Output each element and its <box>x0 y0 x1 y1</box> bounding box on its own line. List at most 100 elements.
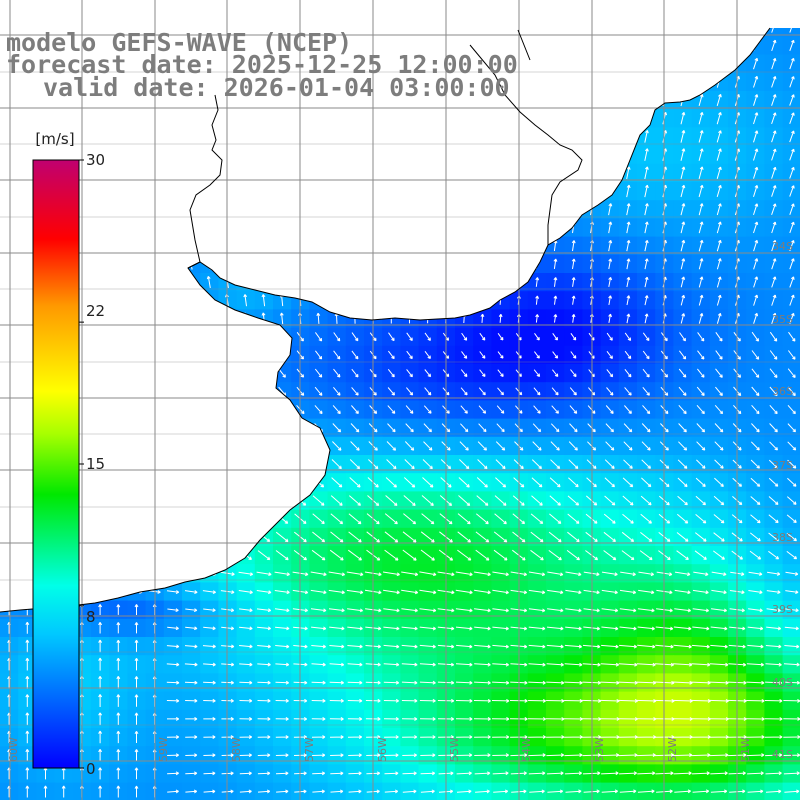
wind-arrow <box>568 441 578 451</box>
wind-arrow <box>768 532 779 542</box>
wind-arrow <box>692 626 710 631</box>
wind-arrow <box>677 495 688 506</box>
wind-arrow <box>698 203 704 216</box>
wind-arrow <box>710 644 728 649</box>
wind-arrow <box>315 350 323 360</box>
wind-arrow <box>600 680 620 685</box>
wind-arrow <box>473 698 491 703</box>
wind-arrow <box>492 680 510 685</box>
wind-arrow <box>203 608 216 613</box>
wind-arrow <box>116 694 121 707</box>
wind-arrow <box>783 662 800 667</box>
wind-arrow <box>783 680 800 685</box>
wind-arrow <box>608 258 613 270</box>
wind-arrow <box>750 459 760 469</box>
wind-arrow <box>274 590 290 595</box>
wind-arrow <box>474 608 491 613</box>
wind-arrow <box>419 644 436 649</box>
wind-arrow <box>420 771 436 776</box>
wind-arrow <box>401 680 418 685</box>
wind-arrow <box>678 404 687 415</box>
wind-arrow <box>347 626 363 631</box>
wind-arrow <box>166 590 180 594</box>
wind-arrow <box>275 680 289 685</box>
wind-arrow <box>134 622 139 634</box>
wind-arrow <box>789 39 795 51</box>
wind-arrow <box>457 531 471 543</box>
wind-arrow <box>638 571 655 577</box>
wind-arrow <box>551 405 559 414</box>
wind-arrow <box>351 332 359 342</box>
wind-arrow <box>424 351 431 359</box>
wind-arrow <box>753 294 759 306</box>
wind-arrow <box>550 459 561 469</box>
wind-arrow <box>552 351 559 359</box>
wind-arrow <box>765 753 783 758</box>
wind-arrow <box>457 513 471 525</box>
wind-arrow <box>768 477 779 487</box>
wind-arrow <box>564 698 583 703</box>
lat-label-35s: 35S <box>772 313 793 326</box>
colorbar-tick-30: 30 <box>86 151 106 169</box>
wind-arrow <box>680 166 686 180</box>
wind-arrow <box>423 441 433 451</box>
wind-arrow <box>116 767 121 780</box>
wind-arrow <box>571 258 576 269</box>
wind-arrow <box>275 531 289 543</box>
wind-arrow <box>404 459 415 470</box>
wind-arrow <box>116 712 121 725</box>
wind-arrow <box>329 716 344 721</box>
wind-arrow <box>789 258 795 270</box>
wind-arrow <box>619 589 637 595</box>
wind-arrow <box>331 477 343 488</box>
wind-arrow <box>644 184 649 198</box>
wind-arrow <box>678 386 687 396</box>
wind-arrow <box>601 644 619 649</box>
wind-arrow <box>402 531 417 543</box>
wind-arrow <box>564 753 583 758</box>
wind-arrow <box>455 589 473 595</box>
wind-arrow <box>601 571 618 577</box>
wind-arrow <box>528 698 546 703</box>
wind-arrow <box>330 531 344 543</box>
land-mask <box>0 0 800 612</box>
wind-arrow <box>789 130 795 143</box>
wind-arrow <box>185 716 198 721</box>
wind-arrow <box>753 130 759 143</box>
wind-arrow <box>383 626 400 631</box>
wind-arrow <box>424 332 431 341</box>
lon-label-53w: 53W <box>593 737 606 762</box>
wind-arrow <box>185 735 198 740</box>
wind-arrow <box>383 608 400 613</box>
wind-arrow <box>333 386 341 396</box>
wind-arrow <box>257 789 271 794</box>
wind-arrow <box>25 657 30 671</box>
lat-label-39s: 39S <box>772 603 793 616</box>
wind-arrow <box>750 496 761 505</box>
wind-arrow <box>492 735 510 739</box>
wind-arrow <box>674 608 691 613</box>
wind-arrow <box>771 203 777 215</box>
wind-arrow <box>347 644 363 649</box>
wind-arrow <box>275 550 289 561</box>
wind-arrow <box>333 332 341 342</box>
wind-arrow <box>771 94 777 106</box>
wind-arrow <box>784 626 799 631</box>
wind-arrow <box>619 644 637 649</box>
wind-arrow <box>493 789 509 794</box>
wind-arrow <box>564 771 582 776</box>
wind-arrow <box>696 404 705 415</box>
wind-arrow <box>678 423 687 433</box>
wind-arrow <box>474 571 491 577</box>
wind-arrow <box>748 608 763 613</box>
wind-arrow <box>753 148 759 161</box>
wind-arrow <box>420 531 435 543</box>
wind-arrow <box>239 662 253 667</box>
wind-arrow <box>314 368 323 378</box>
wind-arrow <box>553 258 558 269</box>
wind-arrow <box>419 716 436 721</box>
wind-arrow <box>608 276 613 287</box>
wind-arrow <box>565 626 582 631</box>
wind-arrow <box>98 604 103 615</box>
wind-arrow <box>406 387 414 396</box>
